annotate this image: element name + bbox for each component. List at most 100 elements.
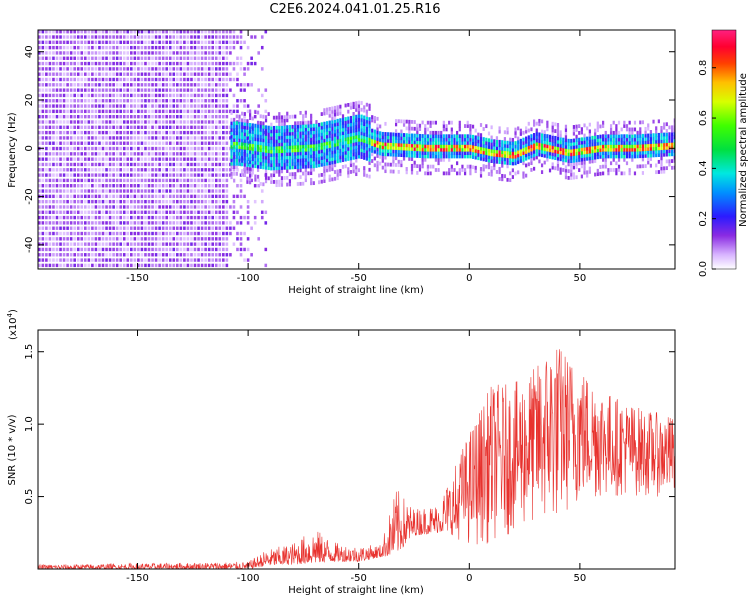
spectrogram-cell-2813 <box>259 138 262 142</box>
spectrogram-cell-3675 <box>402 143 406 148</box>
spectrogram-cell-3126 <box>307 151 310 155</box>
spectrogram-cell-3267 <box>328 127 331 132</box>
spectrogram-cell-2819 <box>259 114 262 119</box>
spectrogram-cell-4715 <box>660 169 663 174</box>
spectrogram-cell-3602 <box>384 148 387 153</box>
spectrogram-cell-3030 <box>291 124 294 129</box>
spectrogram-cell-264 <box>55 56 59 60</box>
spectrogram-cell-4601 <box>628 130 631 135</box>
spectrogram-cell-550 <box>80 210 84 214</box>
spectrogram-cell-3501 <box>363 122 366 127</box>
spectrogram-cell-2658 <box>235 141 238 146</box>
spectrogram-cell-3414 <box>349 105 353 110</box>
spectrogram-cell-1390 <box>144 51 147 55</box>
spectrogram-cell-4281 <box>554 135 557 140</box>
spectrogram-cell-1931 <box>186 45 190 50</box>
spectrogram-cell-4442 <box>591 156 594 160</box>
spectrogram-cell-727 <box>94 226 98 230</box>
spectrogram-cell-507 <box>76 199 80 204</box>
spectrogram-cell-4219 <box>538 132 541 137</box>
spectrogram-cell-1271 <box>137 205 140 209</box>
spectrogram-cell-4722 <box>660 146 663 151</box>
spectrogram-cell-983 <box>112 61 115 66</box>
spectrogram-cell-2519 <box>239 67 243 71</box>
spectrogram-cell-698 <box>91 141 94 145</box>
spectrogram-cell-2057 <box>197 93 200 98</box>
spectrogram-cell-3512 <box>365 139 368 144</box>
spectrogram-cell-530 <box>76 77 80 82</box>
spectrogram-cell-1559 <box>158 109 161 114</box>
spectrogram-cell-1521 <box>154 72 158 76</box>
spectrogram-cell-2305 <box>218 210 222 214</box>
spectrogram-cell-16 <box>38 178 41 183</box>
spectrogram-cell-4619 <box>633 141 637 145</box>
spectrogram-cell-1126 <box>126 258 130 262</box>
spectrogram-cell-2250 <box>214 263 218 268</box>
spectrogram-cell-2794 <box>256 147 260 152</box>
spectrogram-cell-822 <box>101 199 105 204</box>
spectrogram-cell-47 <box>41 253 45 257</box>
spectrogram-cell-1 <box>38 258 41 262</box>
spectrogram-cell-1571 <box>158 45 161 50</box>
spectrogram-cell-3331 <box>336 105 339 110</box>
spectrogram-cell-1315 <box>140 210 144 214</box>
spectrogram-cell-2222 <box>211 173 215 177</box>
spectrogram-cell-1243 <box>133 114 137 119</box>
spectrogram-cell-1120 <box>122 51 126 55</box>
spectrogram-cell-3002 <box>288 165 292 170</box>
spectrogram-cell-2285 <box>214 77 218 82</box>
spectrogram-cell-319 <box>62 242 66 246</box>
spectrogram-cell-2088 <box>200 168 204 172</box>
spectrogram-cell-3715 <box>410 126 414 131</box>
spectrogram-cell-3979 <box>477 142 480 147</box>
spectrogram-cell-618 <box>84 88 87 92</box>
spectrogram-cell-1516 <box>154 99 158 103</box>
spectrogram-cell-495 <box>76 263 80 268</box>
spectrogram-cell-924 <box>108 136 112 140</box>
spectrogram-cell-2056 <box>197 99 200 103</box>
spectrogram-cell-483 <box>73 88 76 92</box>
spectrogram-cell-2846 <box>264 145 268 150</box>
spectrogram-cell-1484 <box>151 30 154 34</box>
spectrogram-cell-4545 <box>615 137 618 142</box>
spectrogram-cell-4032 <box>490 145 493 150</box>
spectrogram-cell-1442 <box>151 253 154 257</box>
spectrogram-cell-3999 <box>482 150 485 155</box>
spectrogram-cell-294 <box>59 136 62 140</box>
spectrogram-cell-3155 <box>310 113 313 118</box>
spectrogram-cell-1928 <box>186 61 190 66</box>
spectrogram-cell-4052 <box>495 142 499 147</box>
spectrogram-cell-3008 <box>288 145 292 150</box>
spectrogram-cell-3932 <box>463 124 467 128</box>
spectrogram-cell-382 <box>66 146 69 151</box>
spectrogram-cell-2677 <box>238 124 241 129</box>
spectrogram-cell-883 <box>105 114 108 119</box>
spectrogram-cell-2150 <box>204 77 207 82</box>
spectrogram-cell-247 <box>55 146 59 151</box>
spectrogram-cell-3316 <box>336 159 339 164</box>
spectrogram-cell-1377 <box>144 120 147 124</box>
spectrogram-cell-718 <box>91 35 94 39</box>
spectrogram-cell-2973 <box>283 135 286 140</box>
spectrogram-cell-2163 <box>207 247 211 252</box>
spectrogram-cell-190 <box>52 210 55 214</box>
spectrogram-cell-552 <box>80 199 84 204</box>
spectrogram-cell-1686 <box>168 152 172 156</box>
spectrogram-cell-2368 <box>222 114 225 119</box>
spectrogram-cell-4018 <box>487 155 491 160</box>
spectrogram-cell-1139 <box>126 189 130 193</box>
spectrogram-cell-3132 <box>307 130 310 135</box>
spectrogram-cell-3847 <box>442 134 445 139</box>
spectrogram-cell-1788 <box>176 88 179 92</box>
spectrogram-cell-3913 <box>458 120 461 125</box>
spectrogram-cell-4624 <box>636 164 639 169</box>
spectrogram-cell-2641 <box>233 144 236 149</box>
spectrogram-cell-1017 <box>115 120 119 124</box>
spectrogram-cell-661 <box>87 99 91 103</box>
spectrogram-cell-3741 <box>418 164 422 169</box>
spectrogram-cell-4645 <box>641 164 645 169</box>
spectrogram-cell-1404 <box>147 215 151 220</box>
spectrogram-cell-1796 <box>176 45 179 50</box>
spectrogram-cell-1027 <box>115 67 119 71</box>
spectrogram-cell-3593 <box>381 142 384 146</box>
